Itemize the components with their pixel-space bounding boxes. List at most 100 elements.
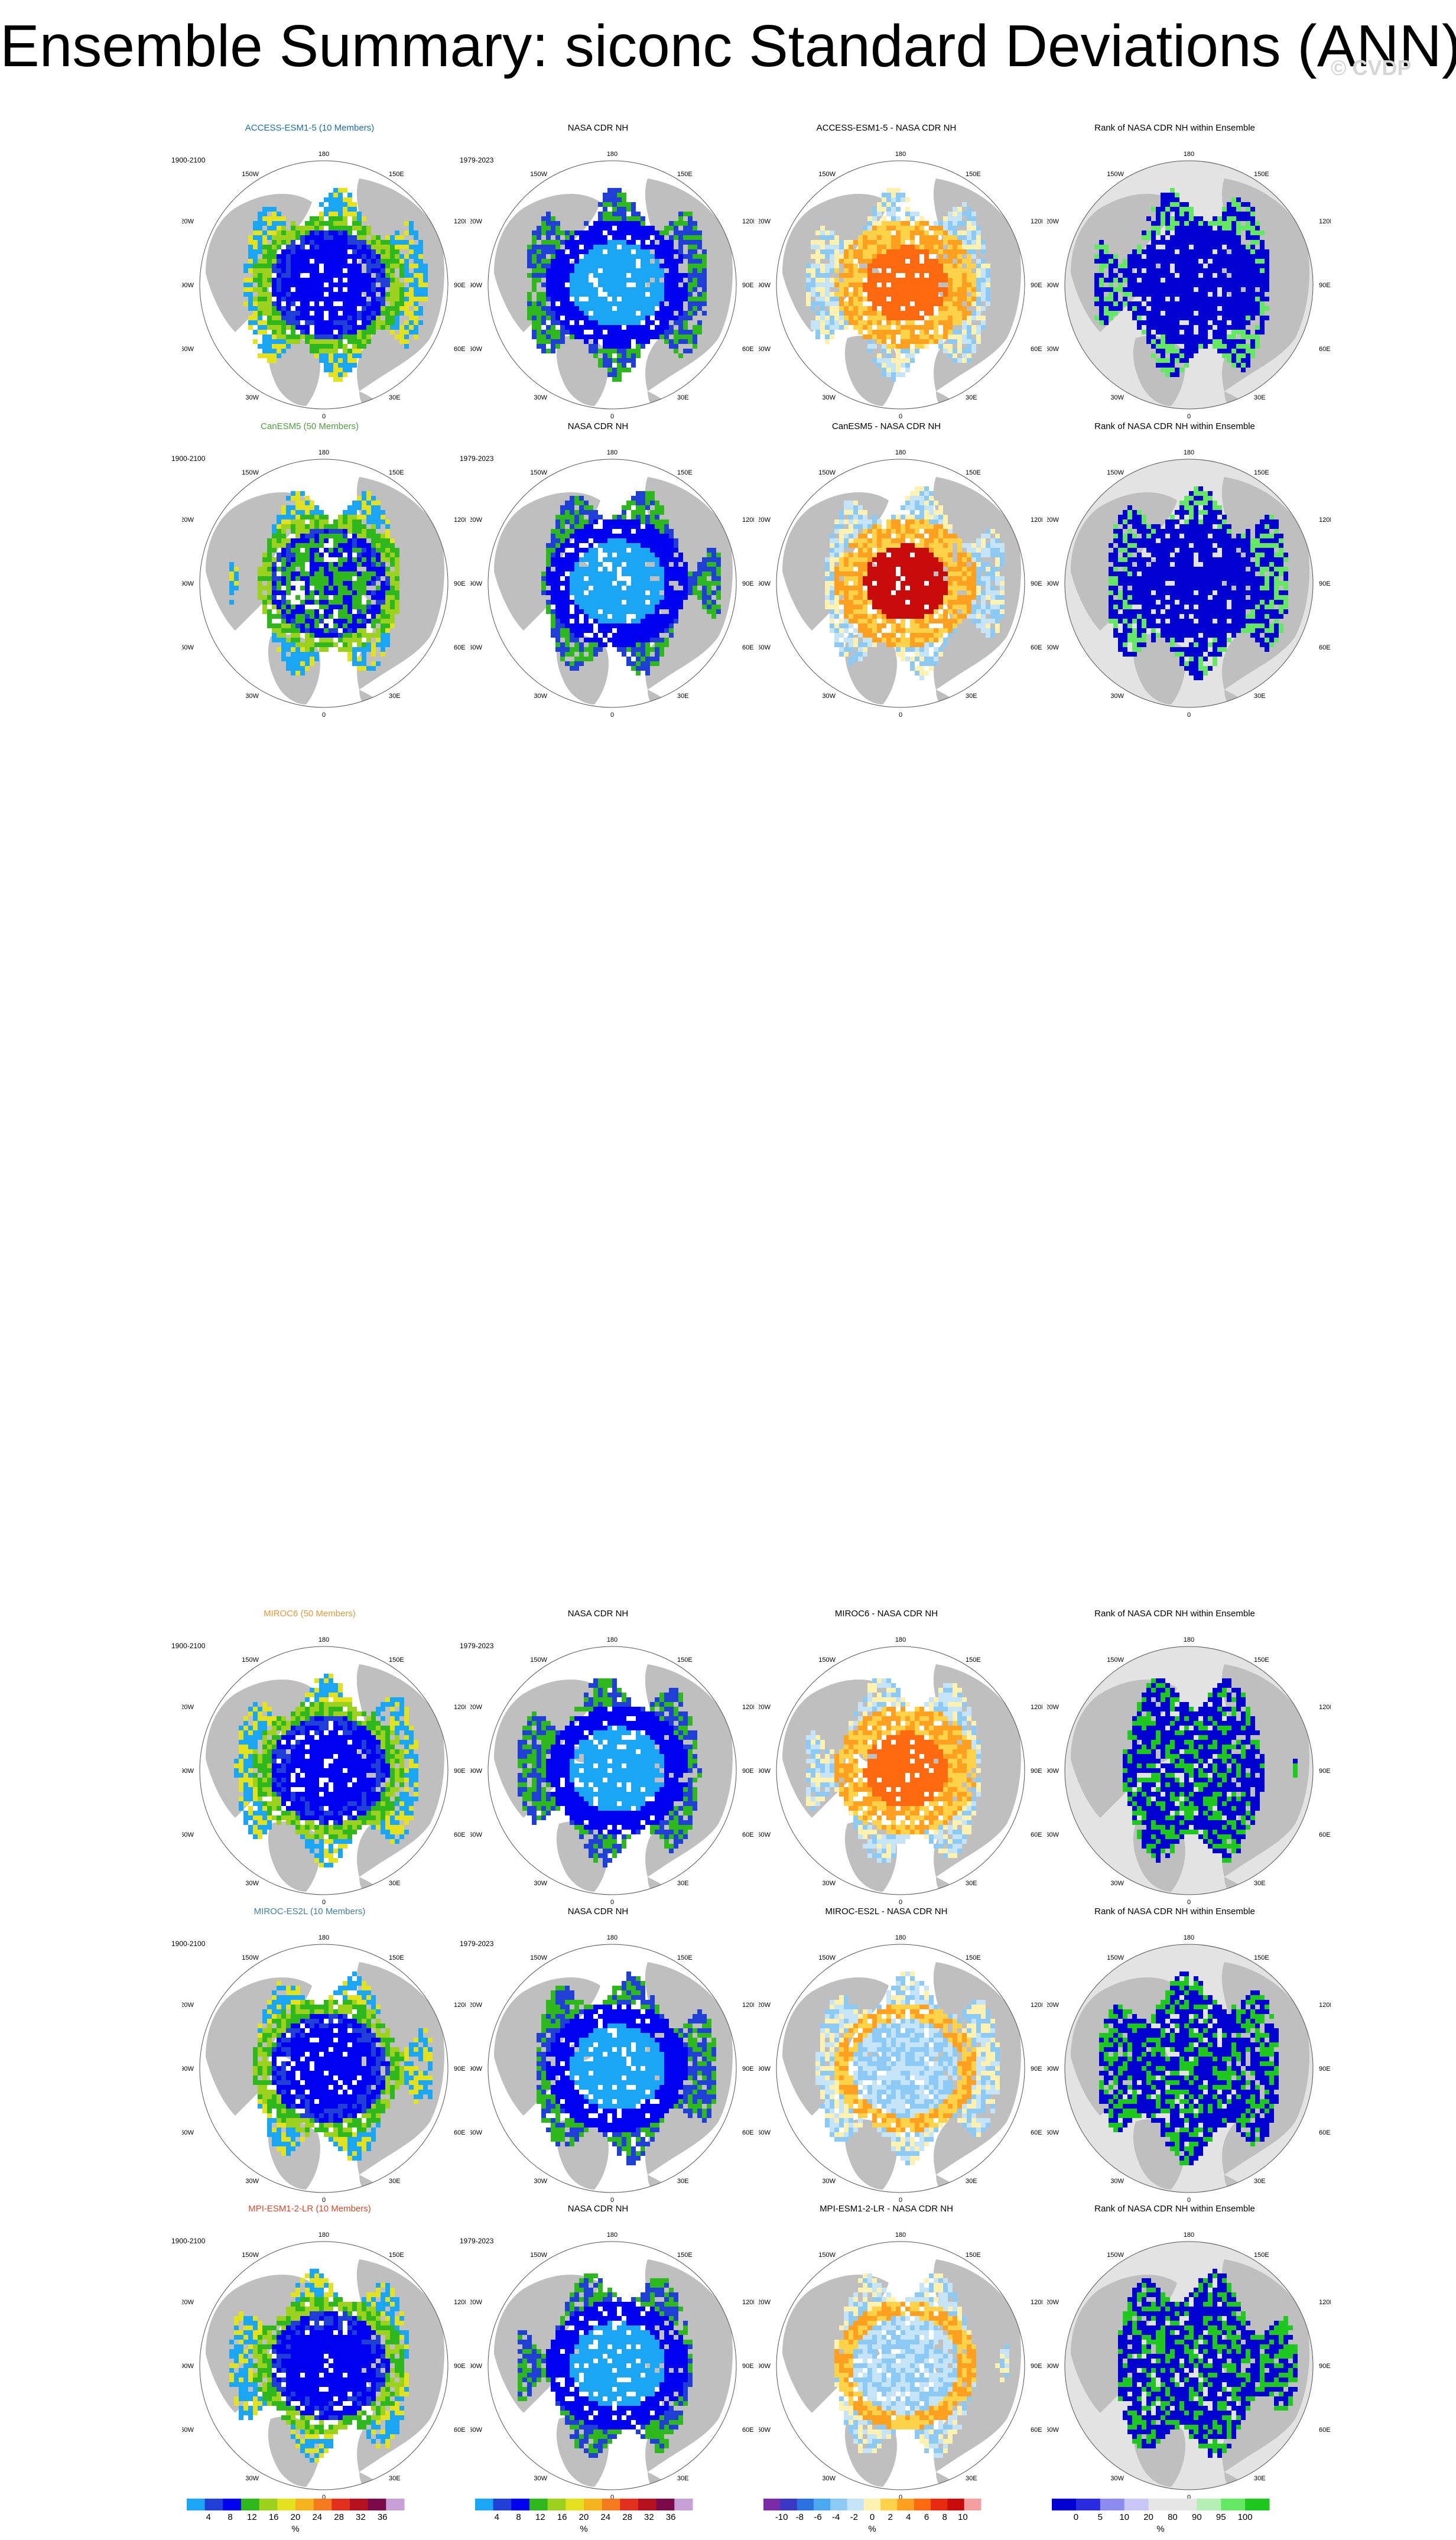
- ice-cell: [607, 188, 612, 193]
- ice-cell: [1184, 230, 1189, 235]
- ice-cell: [1179, 230, 1184, 235]
- ice-cell: [674, 334, 678, 339]
- ice-cell: [693, 282, 697, 287]
- ice-cell: [1175, 301, 1179, 306]
- ice-cell: [333, 197, 338, 202]
- ice-cell: [253, 320, 258, 325]
- ice-cell: [310, 273, 314, 278]
- ice-cell: [338, 188, 343, 193]
- ice-cell: [570, 292, 574, 297]
- ice-cell: [347, 353, 352, 358]
- ice-cell: [570, 264, 574, 268]
- ice-cell: [882, 349, 886, 353]
- ice-cell: [423, 282, 428, 287]
- ice-cell: [385, 264, 390, 268]
- ice-cell: [598, 202, 603, 207]
- ice-cell: [1260, 292, 1265, 297]
- ice-cell: [1208, 268, 1213, 273]
- ice-cell: [347, 538, 352, 543]
- ice-cell: [319, 358, 324, 363]
- ice-cell: [333, 628, 338, 633]
- ice-cell: [589, 524, 593, 529]
- ice-cell: [314, 519, 319, 524]
- ice-cell: [347, 278, 352, 282]
- ice-cell: [329, 197, 333, 202]
- ice-cell: [532, 316, 537, 320]
- ice-cell: [574, 264, 579, 268]
- ice-cell: [626, 249, 631, 254]
- ice-cell: [560, 320, 565, 325]
- ice-cell: [362, 339, 366, 344]
- ice-cell: [877, 320, 882, 325]
- ice-cell: [674, 557, 678, 562]
- ice-cell: [343, 212, 347, 216]
- ice-cell: [546, 216, 551, 221]
- ice-cell: [1227, 259, 1231, 264]
- ice-cell: [636, 287, 641, 292]
- ice-cell: [281, 642, 286, 647]
- ice-cell: [272, 216, 277, 221]
- ice-cell: [967, 226, 971, 230]
- ice-cell: [376, 661, 381, 666]
- ice-cell: [683, 325, 688, 330]
- ice-cell: [267, 358, 272, 363]
- ice-cell: [1175, 330, 1179, 334]
- ice-cell: [286, 273, 291, 278]
- ice-cell: [598, 320, 603, 325]
- ice-cell: [272, 249, 277, 254]
- ice-cell: [362, 254, 366, 259]
- ice-cell: [896, 287, 901, 292]
- ice-cell: [867, 278, 872, 282]
- ice-cell: [636, 292, 641, 297]
- ice-cell: [291, 548, 295, 553]
- ice-cell: [901, 259, 905, 264]
- ice-cell: [971, 330, 976, 334]
- ice-cell: [697, 325, 702, 330]
- ice-cell: [678, 273, 683, 278]
- ice-cell: [1198, 278, 1203, 282]
- ice-cell: [1198, 316, 1203, 320]
- ice-cell: [267, 600, 272, 605]
- ice-cell: [258, 226, 262, 230]
- ice-cell: [333, 562, 338, 567]
- ice-cell: [319, 292, 324, 297]
- ice-cell: [891, 207, 896, 212]
- ice-cell: [291, 311, 295, 316]
- ice-cell: [631, 273, 636, 278]
- ice-cell: [390, 254, 395, 259]
- ice-cell: [1175, 339, 1179, 344]
- ice-cell: [886, 353, 891, 358]
- ice-cell: [329, 282, 333, 287]
- ice-cell: [291, 647, 295, 652]
- ice-cell: [617, 197, 622, 202]
- ice-cell: [598, 264, 603, 268]
- ice-cell: [655, 235, 659, 240]
- ice-cell: [655, 330, 659, 334]
- ice-cell: [574, 278, 579, 282]
- ice-cell: [834, 292, 839, 297]
- ice-cell: [291, 623, 295, 628]
- ice-cell: [324, 524, 329, 529]
- ice-cell: [1198, 287, 1203, 292]
- ice-cell: [253, 301, 258, 306]
- ice-cell: [376, 235, 381, 240]
- ice-cell: [607, 202, 612, 207]
- ice-cell: [825, 316, 830, 320]
- ice-cell: [574, 553, 579, 557]
- ice-cell: [277, 576, 281, 581]
- ice-cell: [555, 553, 560, 557]
- ice-cell: [901, 249, 905, 254]
- ice-cell: [886, 226, 891, 230]
- ice-cell: [347, 245, 352, 249]
- ice-cell: [1246, 221, 1250, 226]
- ice-cell: [551, 216, 555, 221]
- ice-cell: [404, 311, 409, 316]
- ice-cell: [366, 287, 371, 292]
- ice-cell: [347, 287, 352, 292]
- ice-cell: [579, 538, 584, 543]
- ice-cell: [319, 586, 324, 590]
- ice-cell: [277, 311, 281, 316]
- ice-cell: [1241, 339, 1246, 344]
- ice-cell: [310, 553, 314, 557]
- ice-cell: [674, 249, 678, 254]
